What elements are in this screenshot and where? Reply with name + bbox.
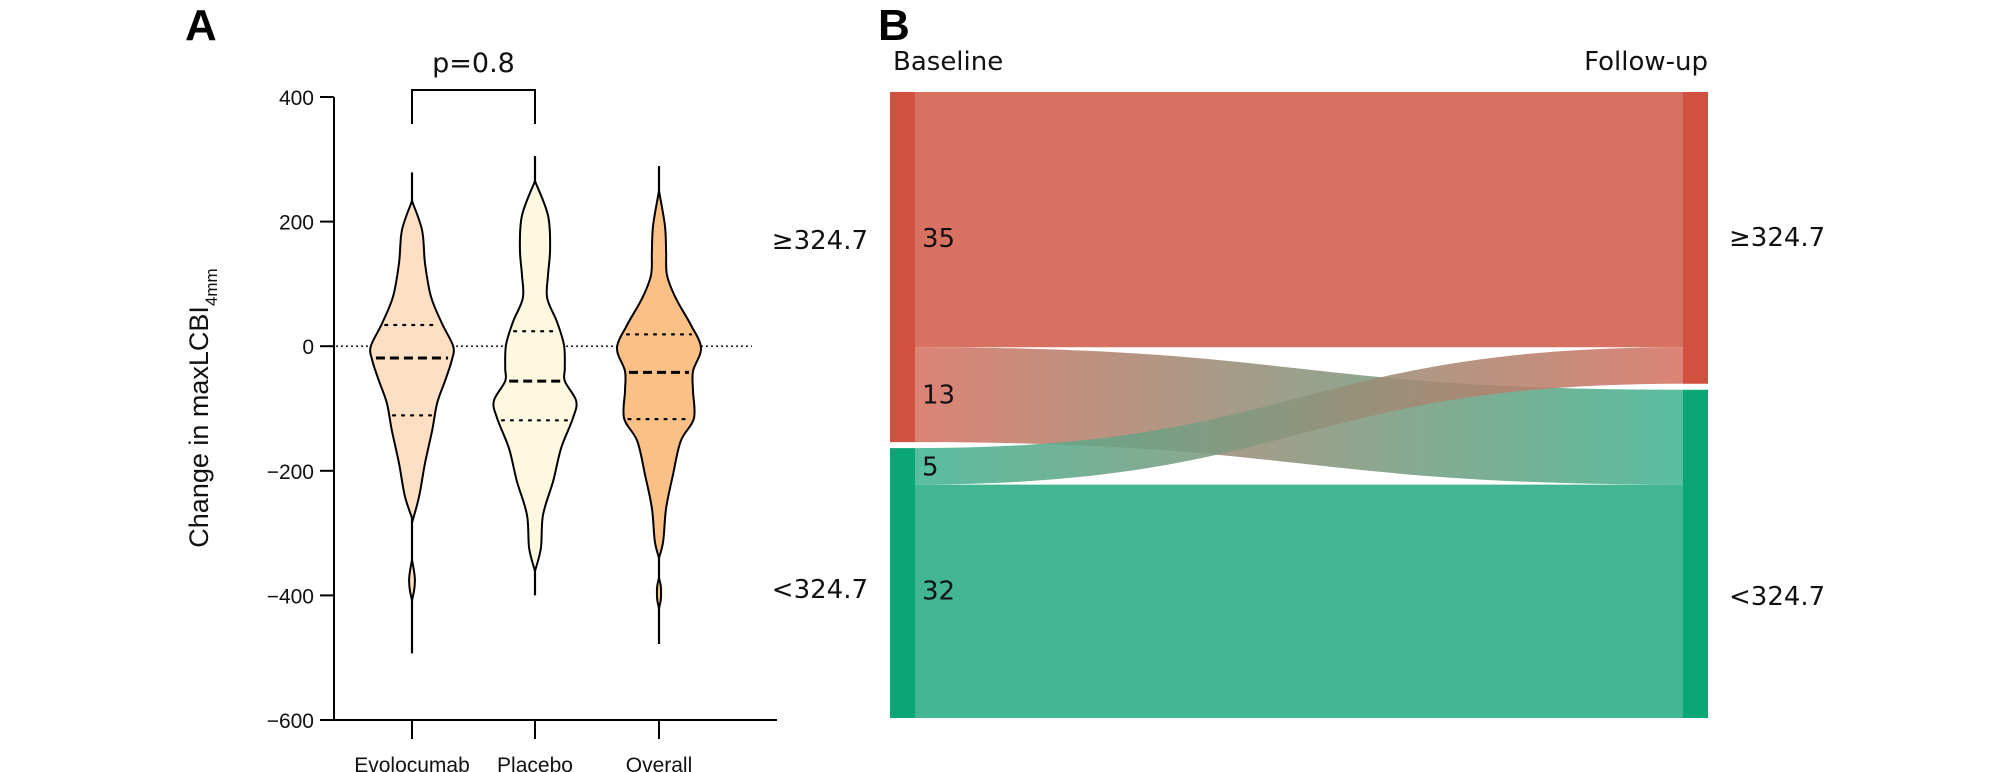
baseline-category-label: ≥324.7 [772, 226, 868, 256]
x-tick-label: Evolocumab [354, 754, 470, 772]
panel-a-letter: A [185, 1, 217, 50]
violin-tail [408, 559, 416, 601]
sankey-labels: 35 13 5 32 ≥324.7 ≥324.7 <324.7 <324.7 [772, 223, 1825, 612]
stage-label-baseline: Baseline [893, 47, 1003, 77]
violin-tail [655, 577, 663, 609]
sankey-flow-high-to-high [915, 92, 1683, 348]
violin-overall [616, 166, 702, 644]
panel-a-violin-chart: A Change in maxLCBI4mm 400 200 0 −200 −400 −6… [184, 1, 777, 772]
y-tick-label: 200 [279, 212, 314, 235]
sankey-node-baseline-low [890, 448, 915, 718]
y-tick-label: 400 [279, 87, 314, 110]
flow-value-label: 13 [922, 381, 955, 411]
x-tick-label: Overall [626, 754, 693, 772]
x-axis: Evolocumab Placebo Overall [322, 719, 777, 772]
sankey-flow-low-to-high [915, 347, 1683, 485]
sankey-node-baseline-high [890, 92, 915, 443]
flow-value-label: 32 [922, 577, 955, 607]
follow-up-category-label: ≥324.7 [1729, 223, 1825, 253]
y-axis-title-subscript: 4mm [202, 268, 221, 306]
panel-b-sankey-chart: B Baseline Follow-up 35 13 5 32 ≥324.7 ≥324.7… [772, 1, 1825, 718]
y-axis-title: Change in maxLCBI4mm [184, 268, 221, 547]
x-tick-label: Placebo [497, 754, 573, 772]
sankey-flow-low-to-low [915, 484, 1683, 718]
comparison-bracket [411, 89, 536, 124]
panel-b-letter: B [878, 1, 910, 50]
violin-body [492, 178, 578, 576]
y-tick-label: −400 [267, 585, 314, 608]
y-tick-label: 0 [302, 336, 314, 359]
y-axis-title-main: Change in maxLCBI [184, 306, 214, 548]
flow-value-label: 35 [922, 224, 955, 254]
sankey-links [915, 92, 1683, 718]
sankey-node-follow-up-high [1683, 92, 1708, 384]
violin-body [369, 197, 455, 524]
comparison-bracket-group: p=0.8 [411, 48, 536, 124]
sankey-nodes [890, 92, 1708, 718]
violin-placebo [492, 156, 578, 596]
sankey-node-follow-up-low [1683, 389, 1708, 718]
y-tick-label: −600 [267, 710, 314, 733]
y-tick-label: −200 [267, 461, 314, 484]
violin-body [616, 190, 702, 559]
violin-evolocumab [369, 172, 455, 654]
p-value-label: p=0.8 [432, 48, 515, 79]
stage-label-follow-up: Follow-up [1584, 47, 1708, 77]
baseline-category-label: <324.7 [772, 575, 868, 605]
violins [369, 156, 702, 654]
follow-up-category-label: <324.7 [1729, 582, 1825, 612]
y-axis: 400 200 0 −200 −400 −600 [267, 87, 335, 733]
flow-value-label: 5 [922, 452, 939, 482]
